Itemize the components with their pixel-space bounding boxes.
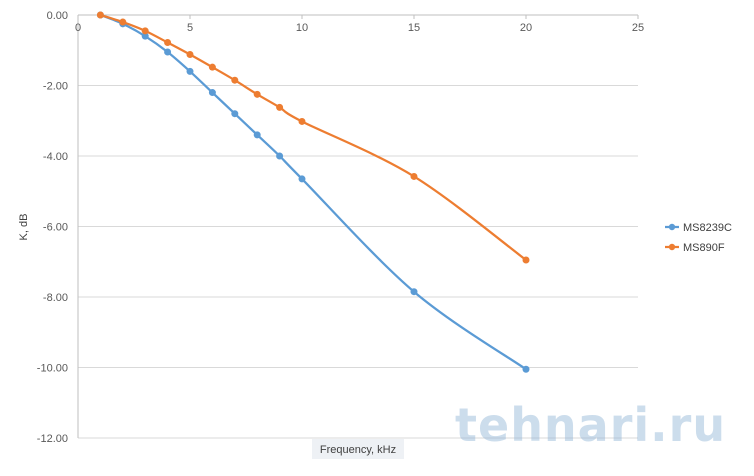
y-tick-label-5: -10.00 (37, 363, 68, 375)
data-point-MS8239C-9 (298, 175, 306, 183)
legend-item-MS8239C: MS8239C (665, 222, 732, 234)
watermark: tehnari.ru (455, 398, 726, 452)
y-tick-label-0: 0.00 (47, 10, 68, 22)
series-layer (96, 11, 530, 373)
x-tick-label-4: 20 (520, 22, 532, 34)
data-point-MS890F-6 (231, 76, 239, 84)
data-point-MS890F-10 (410, 172, 418, 180)
y-tick-label-3: -6.00 (43, 222, 68, 234)
series-MS890F (96, 11, 530, 264)
data-point-MS8239C-7 (253, 131, 261, 139)
y-tick-label-4: -8.00 (43, 292, 68, 304)
x-tick-label-1: 5 (187, 22, 193, 34)
data-point-MS890F-5 (208, 63, 216, 71)
data-point-MS8239C-3 (164, 48, 172, 56)
data-point-MS890F-8 (276, 103, 284, 111)
y-axis-ticks: 0.00 -2.00 -4.00 -6.00 -8.00 -10.00 -12.00 (37, 10, 68, 445)
data-point-MS8239C-2 (141, 32, 149, 40)
y-tick-label-1: -2.00 (43, 81, 68, 93)
data-point-MS890F-11 (522, 256, 530, 264)
legend-label-MS8239C: MS8239C (683, 222, 732, 234)
data-point-MS8239C-6 (231, 110, 239, 118)
x-tick-label-3: 15 (408, 22, 420, 34)
x-axis-title-background (312, 439, 404, 459)
x-tick-label-5: 25 (632, 22, 644, 34)
x-axis-title: Frequency, kHz (320, 444, 396, 456)
data-point-MS890F-3 (164, 38, 172, 46)
data-point-MS8239C-11 (522, 365, 530, 373)
data-point-MS8239C-8 (276, 152, 284, 160)
data-point-MS8239C-4 (186, 67, 194, 75)
legend-item-MS890F: MS890F (665, 242, 725, 254)
legend-label-MS890F: MS890F (683, 242, 725, 254)
series-line-MS8239C (99, 13, 528, 371)
data-point-MS890F-2 (141, 27, 149, 35)
y-axis-title: K, dB (18, 214, 30, 241)
data-point-MS890F-1 (119, 18, 127, 26)
axes (77, 14, 638, 438)
x-tick-label-2: 10 (296, 22, 308, 34)
data-point-MS890F-9 (298, 117, 306, 125)
data-point-MS8239C-5 (208, 89, 216, 97)
data-point-MS890F-4 (186, 50, 194, 58)
y-tick-label-2: -4.00 (43, 151, 68, 163)
series-MS8239C (96, 11, 530, 373)
data-point-MS890F-7 (253, 90, 261, 98)
data-point-MS8239C-10 (410, 288, 418, 296)
legend-marker-MS8239C (668, 223, 676, 231)
data-point-MS890F-0 (96, 11, 104, 19)
legend-marker-MS890F (668, 243, 676, 251)
y-tick-label-6: -12.00 (37, 433, 68, 445)
x-axis-ticks: 0 5 10 15 20 25 (75, 15, 644, 34)
legend: MS8239C MS890F (665, 222, 732, 254)
x-tick-label-0: 0 (75, 22, 81, 34)
gridlines (78, 85, 638, 439)
